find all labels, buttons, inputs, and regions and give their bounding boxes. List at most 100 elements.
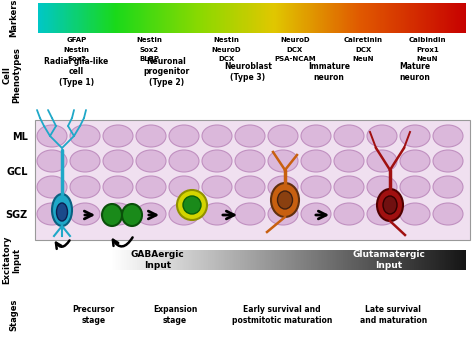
Bar	[207, 250, 208, 270]
Bar	[453, 250, 454, 270]
Bar	[168, 250, 170, 270]
Bar	[234, 3, 236, 33]
Bar	[184, 250, 186, 270]
Text: NeuN: NeuN	[417, 56, 438, 62]
Bar	[465, 250, 466, 270]
Bar	[454, 3, 456, 33]
Bar	[125, 3, 126, 33]
Text: Calbindin: Calbindin	[409, 37, 446, 43]
Bar	[392, 3, 394, 33]
Bar	[216, 250, 217, 270]
Bar	[123, 3, 124, 33]
Bar	[275, 250, 276, 270]
Bar	[62, 3, 63, 33]
Bar	[288, 250, 289, 270]
Bar	[148, 3, 150, 33]
Bar	[434, 250, 436, 270]
Bar	[448, 250, 450, 270]
Bar	[61, 3, 62, 33]
Bar	[130, 250, 132, 270]
Ellipse shape	[367, 150, 397, 172]
Bar	[178, 3, 180, 33]
Bar	[76, 3, 78, 33]
Bar	[68, 3, 70, 33]
Bar	[400, 250, 401, 270]
Bar	[65, 3, 66, 33]
Bar	[296, 3, 298, 33]
Bar	[96, 3, 97, 33]
Bar	[319, 3, 320, 33]
Bar	[267, 250, 268, 270]
Bar	[66, 3, 67, 33]
Bar	[274, 250, 275, 270]
Bar	[50, 3, 51, 33]
Ellipse shape	[70, 203, 100, 225]
Bar	[407, 250, 409, 270]
Bar	[216, 3, 217, 33]
Bar	[310, 250, 312, 270]
Bar	[436, 3, 438, 33]
Bar	[318, 250, 319, 270]
Bar	[333, 250, 334, 270]
Ellipse shape	[103, 150, 133, 172]
Bar	[355, 3, 356, 33]
Bar	[371, 250, 373, 270]
Bar	[405, 3, 407, 33]
Bar	[412, 3, 414, 33]
Ellipse shape	[433, 176, 463, 198]
Bar	[193, 3, 195, 33]
Bar	[320, 250, 322, 270]
Bar	[295, 250, 297, 270]
Bar	[287, 3, 289, 33]
Bar	[340, 250, 341, 270]
Bar	[255, 250, 256, 270]
Bar	[183, 3, 185, 33]
Bar	[300, 250, 301, 270]
Bar	[113, 250, 115, 270]
Bar	[334, 250, 335, 270]
Bar	[392, 250, 394, 270]
Bar	[389, 250, 390, 270]
Bar	[210, 3, 212, 33]
Bar	[82, 3, 83, 33]
Bar	[427, 3, 428, 33]
Bar	[383, 250, 385, 270]
Bar	[146, 250, 147, 270]
Bar	[217, 250, 218, 270]
Bar	[405, 250, 406, 270]
Bar	[239, 3, 241, 33]
Bar	[188, 250, 190, 270]
Bar	[75, 3, 77, 33]
Bar	[170, 3, 171, 33]
Bar	[124, 250, 126, 270]
Bar	[263, 250, 264, 270]
Ellipse shape	[103, 203, 133, 225]
Bar	[361, 250, 363, 270]
Bar	[227, 250, 228, 270]
Bar	[447, 250, 448, 270]
Bar	[228, 250, 229, 270]
Bar	[425, 3, 427, 33]
Bar	[100, 3, 101, 33]
Ellipse shape	[102, 204, 122, 226]
Bar	[423, 250, 425, 270]
Bar	[346, 250, 347, 270]
Bar	[159, 250, 160, 270]
Bar	[450, 3, 452, 33]
Bar	[291, 250, 292, 270]
Bar	[339, 250, 340, 270]
Bar	[46, 3, 47, 33]
Bar	[319, 250, 320, 270]
Bar	[237, 3, 238, 33]
Bar	[284, 250, 285, 270]
Ellipse shape	[37, 125, 67, 147]
Bar	[330, 3, 332, 33]
Bar	[138, 250, 140, 270]
Bar	[462, 3, 463, 33]
Bar	[273, 3, 275, 33]
Bar	[314, 250, 316, 270]
Bar	[312, 250, 314, 270]
Bar	[303, 3, 305, 33]
Bar	[424, 250, 426, 270]
Bar	[430, 250, 432, 270]
